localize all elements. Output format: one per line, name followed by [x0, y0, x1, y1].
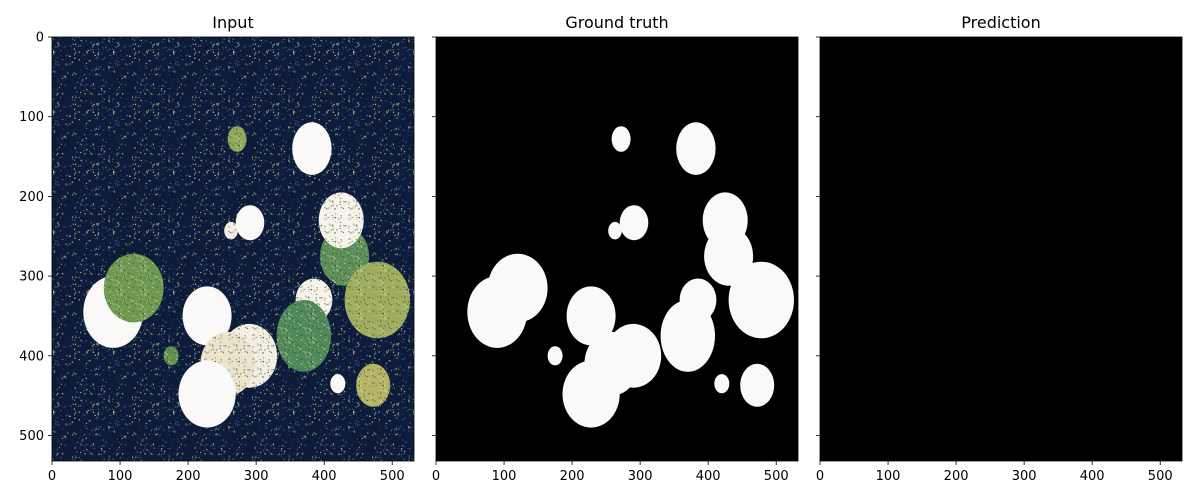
x-tick-label: 500	[764, 469, 789, 484]
axes-frame	[51, 36, 415, 462]
blob-2	[547, 346, 563, 366]
blob-9	[178, 360, 236, 428]
panel-1: Ground truth 0 100 200 300 400 500	[432, 13, 799, 484]
x-tick-label: 400	[1080, 469, 1105, 484]
panel-title: Ground truth	[565, 13, 668, 32]
panel-title: Prediction	[961, 13, 1040, 32]
blob-3	[566, 286, 616, 346]
x-tick-label: 100	[876, 469, 901, 484]
x-tick-label: 400	[696, 469, 721, 484]
image-area	[52, 37, 414, 461]
x-tick-label: 300	[244, 469, 269, 484]
y-tick-label: 500	[19, 429, 44, 444]
x-tick-label: 100	[108, 469, 133, 484]
blob-grain-15	[344, 261, 410, 339]
x-tick-label: 200	[560, 469, 585, 484]
x-tick-label: 300	[1012, 469, 1037, 484]
x-tick-label: 500	[1148, 469, 1173, 484]
y-tick-label: 200	[19, 190, 44, 205]
blob-grain-4	[227, 126, 247, 152]
blob-1	[487, 253, 548, 323]
image-background	[820, 37, 1182, 461]
blob-6	[235, 205, 265, 241]
x-tick-label: 0	[48, 469, 56, 484]
blob-10	[292, 122, 332, 175]
blob-15	[728, 261, 794, 339]
x-tick-label: 100	[492, 469, 517, 484]
y-tick-label: 100	[19, 110, 44, 125]
image-area	[436, 37, 798, 461]
image-area	[820, 37, 1182, 461]
blob-14	[702, 192, 748, 249]
blob-grain-2	[163, 346, 179, 366]
y-tick-label: 300	[19, 270, 44, 285]
y-tick-label: 400	[19, 349, 44, 364]
x-tick-label: 300	[628, 469, 653, 484]
blob-12	[660, 300, 715, 372]
blob-16	[714, 374, 730, 394]
blob-17	[740, 363, 775, 407]
blob-grain-5	[224, 221, 238, 240]
blob-5	[608, 221, 622, 240]
x-tick-label: 0	[432, 469, 440, 484]
blob-9	[562, 360, 620, 428]
x-tick-label: 200	[176, 469, 201, 484]
panel-2: Prediction 0 100 200 300 400 500	[816, 13, 1183, 484]
x-tick-label: 200	[944, 469, 969, 484]
axes-frame	[435, 36, 799, 462]
blob-10	[676, 122, 716, 175]
blob-3	[182, 286, 232, 346]
blob-6	[619, 205, 649, 241]
y-tick-label: 0	[36, 31, 44, 46]
blob-grain-14	[318, 192, 364, 249]
blob-16	[330, 374, 346, 394]
panel-0: Input 0 100 200 300 400 500 0 100 200 300 400 500	[19, 13, 415, 484]
axes-frame	[819, 36, 1183, 462]
blob-grain-12	[276, 300, 331, 372]
x-tick-label: 500	[380, 469, 405, 484]
x-tick-label: 400	[312, 469, 337, 484]
blob-grain-17	[356, 363, 391, 407]
panel-title: Input	[212, 13, 253, 32]
blob-grain-1	[103, 253, 164, 323]
x-tick-label: 0	[816, 469, 824, 484]
blob-4	[611, 126, 631, 152]
